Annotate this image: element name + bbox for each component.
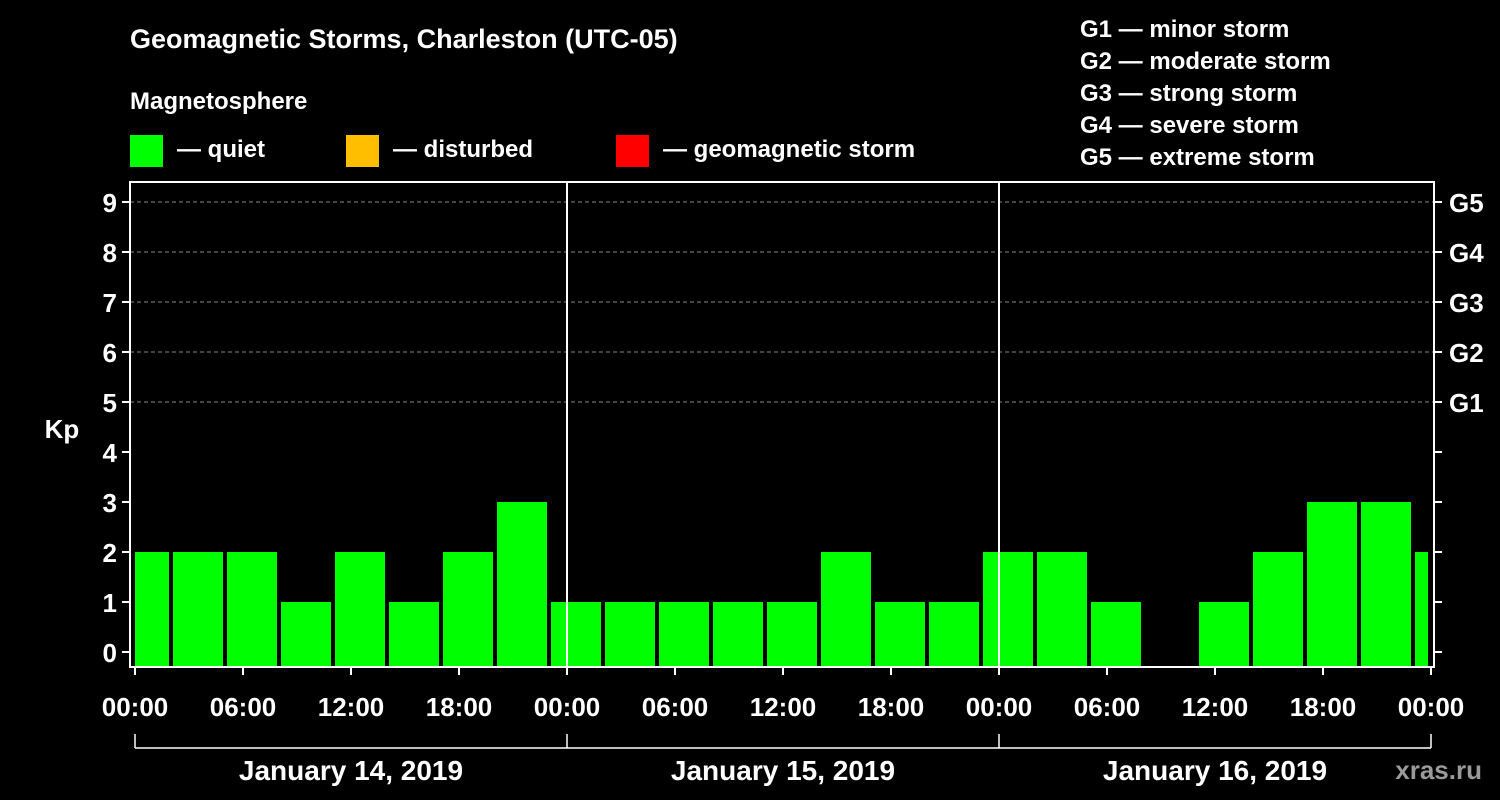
legend-label-quiet: — quiet — [177, 136, 265, 163]
kp-bar — [713, 602, 763, 667]
legend-swatch-disturbed — [346, 135, 379, 167]
x-tick-label: 00:00 — [534, 692, 601, 722]
x-tick-label: 18:00 — [1290, 692, 1357, 722]
legend-label-storm: — geomagnetic storm — [663, 136, 915, 163]
storm-scale-g3: G3 — strong storm — [1080, 80, 1297, 107]
kp-bar — [767, 602, 817, 667]
kp-bar — [875, 602, 925, 667]
g-level-label: G1 — [1449, 388, 1484, 418]
kp-bar — [173, 552, 223, 667]
storm-scale-legend: G1 — minor storm G2 — moderate storm G3 … — [1080, 16, 1331, 171]
watermark: xras.ru — [1395, 755, 1482, 785]
y-axis-label: Kp — [45, 414, 80, 444]
kp-bar — [335, 552, 385, 667]
x-tick-label: 12:00 — [1182, 692, 1249, 722]
storm-scale-g1: G1 — minor storm — [1080, 16, 1289, 43]
kp-bar — [1091, 602, 1141, 667]
kp-bar — [135, 552, 169, 667]
x-tick-label: 18:00 — [858, 692, 925, 722]
day-label: January 15, 2019 — [671, 755, 895, 786]
y-tick-label: 8 — [103, 238, 117, 268]
y-tick-label: 5 — [103, 388, 117, 418]
x-tick-label: 00:00 — [102, 692, 169, 722]
day-label: January 14, 2019 — [239, 755, 463, 786]
x-tick-label: 06:00 — [642, 692, 709, 722]
kp-bar — [605, 602, 655, 667]
kp-bar — [281, 602, 331, 667]
x-tick-label: 12:00 — [318, 692, 385, 722]
kp-bar — [497, 502, 547, 667]
y-tick-label: 6 — [103, 338, 117, 368]
storm-scale-g5: G5 — extreme storm — [1080, 144, 1315, 171]
kp-bar — [1361, 502, 1411, 667]
storm-scale-g2: G2 — moderate storm — [1080, 48, 1331, 75]
y-tick-label: 3 — [103, 488, 117, 518]
chart-title: Geomagnetic Storms, Charleston (UTC-05) — [130, 24, 678, 54]
y-tick-label: 0 — [103, 638, 117, 668]
g-level-label: G5 — [1449, 188, 1484, 218]
x-tick-label: 06:00 — [210, 692, 277, 722]
g-level-label: G2 — [1449, 338, 1484, 368]
x-tick-label: 12:00 — [750, 692, 817, 722]
kp-bar — [227, 552, 277, 667]
x-tick-label: 18:00 — [426, 692, 493, 722]
plot-area: 0 1 2 3 4 5 6 7 8 9 G1 G2 G3 G4 G5 00:00 06:00 12:00 18:00… — [102, 181, 1484, 786]
chart-subtitle: Magnetosphere — [130, 88, 307, 115]
kp-bar — [659, 602, 709, 667]
plot-frame — [129, 181, 1435, 668]
kp-bar — [1199, 602, 1249, 667]
legend-label-disturbed: — disturbed — [393, 136, 533, 163]
y-tick-label: 2 — [103, 538, 117, 568]
y-tick-label: 9 — [103, 188, 117, 218]
kp-bar — [389, 602, 439, 667]
y-tick-label: 1 — [103, 588, 117, 618]
kp-bar — [929, 602, 979, 667]
kp-bar — [1307, 502, 1357, 667]
g-level-label: G4 — [1449, 238, 1484, 268]
y-tick-label: 7 — [103, 288, 117, 318]
legend: — quiet — disturbed — geomagnetic storm — [130, 135, 915, 167]
kp-bar — [1253, 552, 1303, 667]
x-tick-label: 00:00 — [966, 692, 1033, 722]
y-tick-label: 4 — [103, 438, 118, 468]
kp-bar — [1037, 552, 1087, 667]
storm-scale-g4: G4 — severe storm — [1080, 112, 1299, 139]
kp-bar — [1415, 552, 1428, 667]
g-level-label: G3 — [1449, 288, 1484, 318]
kp-bar — [983, 552, 1033, 667]
kp-bar — [551, 602, 601, 667]
x-tick-label: 00:00 — [1398, 692, 1465, 722]
day-label: January 16, 2019 — [1103, 755, 1327, 786]
x-tick-label: 06:00 — [1074, 692, 1141, 722]
legend-swatch-quiet — [130, 135, 163, 167]
legend-swatch-storm — [616, 135, 649, 167]
kp-bar — [821, 552, 871, 667]
kp-bar — [443, 552, 493, 667]
